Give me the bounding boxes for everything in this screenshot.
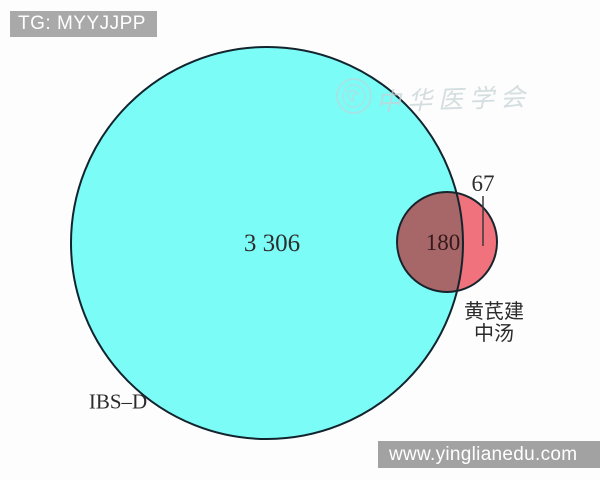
left-set-outline	[70, 46, 464, 440]
left-set-circle	[71, 47, 463, 439]
left-set-unique-count: 3 306	[243, 230, 301, 257]
right-set-label-line2: 中汤	[474, 323, 514, 345]
tag-banner: TG: MYYJJPP	[10, 11, 157, 37]
right-set-unique-count: 67	[471, 171, 495, 196]
right-set-outline	[396, 191, 498, 293]
left-set-label: IBS–D	[88, 389, 148, 414]
right-set-label: 黄芪建 中汤	[464, 301, 524, 345]
intersection-count: 180	[425, 230, 461, 255]
right-set-label-line1: 黄芪建	[464, 301, 524, 323]
watermark-text: 中华医学会	[375, 84, 532, 117]
intersection-region	[397, 192, 463, 292]
footer-url-bar: www.yinglianedu.com	[378, 441, 600, 468]
watermark-seal-icon	[336, 78, 372, 114]
